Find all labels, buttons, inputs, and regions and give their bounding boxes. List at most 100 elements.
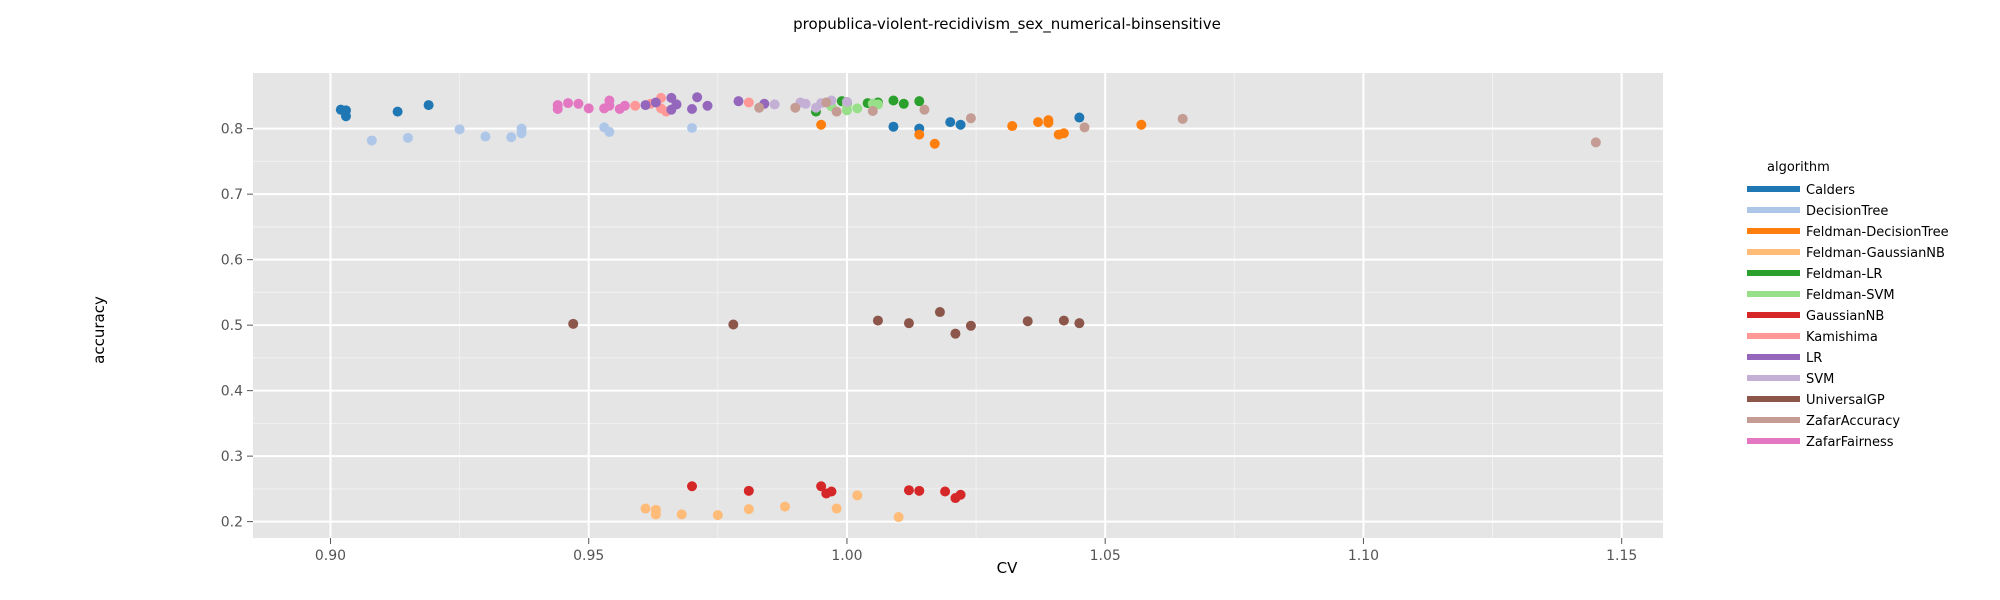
legend-label: Calders xyxy=(1806,183,1855,198)
x-axis-title: CV xyxy=(997,559,1018,577)
data-point xyxy=(841,96,852,107)
data-point xyxy=(692,92,703,103)
data-point xyxy=(733,96,744,107)
legend-swatch xyxy=(1747,228,1800,234)
data-point xyxy=(955,489,966,500)
legend-swatch xyxy=(1747,333,1800,339)
data-point xyxy=(671,99,682,110)
data-point xyxy=(743,485,754,496)
legend-swatch xyxy=(1747,354,1800,360)
data-point xyxy=(940,486,951,497)
legend-label: ZafarAccuracy xyxy=(1806,414,1900,429)
legend-swatch xyxy=(1747,270,1800,276)
data-point xyxy=(919,104,930,115)
y-tick-label: 0.4 xyxy=(221,384,243,400)
plot-background xyxy=(253,73,1663,538)
data-point xyxy=(392,106,403,117)
y-tick-label: 0.7 xyxy=(221,187,243,203)
data-point xyxy=(676,509,687,520)
data-point xyxy=(867,105,878,116)
data-point xyxy=(687,481,698,492)
legend-swatch xyxy=(1747,438,1800,444)
legend-label: GaussianNB xyxy=(1806,309,1884,324)
data-point xyxy=(965,113,976,124)
data-point xyxy=(640,100,651,111)
legend-label: Feldman-LR xyxy=(1806,267,1882,282)
data-point xyxy=(955,119,966,130)
data-point xyxy=(516,123,527,134)
data-point xyxy=(702,100,713,111)
data-point xyxy=(831,503,842,514)
data-point xyxy=(903,318,914,329)
y-axis-title: accuracy xyxy=(90,296,108,364)
data-point xyxy=(454,124,465,135)
data-point xyxy=(480,131,491,142)
data-point xyxy=(640,503,651,514)
data-point xyxy=(1079,122,1090,133)
data-point xyxy=(552,100,563,111)
data-point xyxy=(630,100,641,111)
x-tick-label: 0.90 xyxy=(315,548,346,564)
legend-label: ZafarFairness xyxy=(1806,435,1894,450)
legend-swatch xyxy=(1747,186,1800,192)
data-point xyxy=(852,490,863,501)
data-point xyxy=(340,111,351,122)
data-point xyxy=(914,485,925,496)
data-point xyxy=(687,123,698,134)
x-axis-ticks: 0.90 0.95 1.00 1.05 1.10 1.15 xyxy=(315,538,1637,564)
legend: algorithm Calders DecisionTree Feldman-Dec… xyxy=(1747,160,1949,450)
data-point xyxy=(945,117,956,128)
legend-label: Feldman-GaussianNB xyxy=(1806,246,1945,261)
x-tick-label: 0.95 xyxy=(573,548,604,564)
data-point xyxy=(1058,315,1069,326)
data-point xyxy=(650,97,661,108)
major-gridlines xyxy=(253,73,1663,538)
legend-swatch xyxy=(1747,249,1800,255)
data-point xyxy=(743,504,754,515)
data-point xyxy=(831,106,842,117)
data-point xyxy=(650,504,661,515)
legend-label: UniversalGP xyxy=(1806,393,1885,408)
legend-label: Feldman-DecisionTree xyxy=(1806,225,1949,240)
x-tick-label: 1.10 xyxy=(1348,548,1379,564)
data-point xyxy=(506,132,517,143)
data-point xyxy=(402,132,413,143)
legend-label: DecisionTree xyxy=(1806,204,1888,219)
x-tick-label: 1.00 xyxy=(831,548,862,564)
data-point xyxy=(914,96,925,107)
y-tick-label: 0.5 xyxy=(221,318,243,334)
data-point xyxy=(754,102,765,113)
legend-label: LR xyxy=(1806,351,1822,366)
data-point xyxy=(1177,113,1188,124)
y-tick-label: 0.3 xyxy=(221,449,243,465)
data-point xyxy=(563,98,574,109)
data-point xyxy=(769,99,780,110)
legend-swatch xyxy=(1747,375,1800,381)
data-point xyxy=(619,100,630,111)
y-axis-ticks: 0.2 0.3 0.4 0.5 0.6 0.7 0.8 xyxy=(221,122,253,531)
data-point xyxy=(790,102,801,113)
data-point xyxy=(687,104,698,115)
data-point xyxy=(893,512,904,523)
data-point xyxy=(872,315,883,326)
data-point xyxy=(826,486,837,497)
x-tick-label: 1.05 xyxy=(1090,548,1121,564)
x-tick-label: 1.15 xyxy=(1606,548,1637,564)
y-tick-label: 0.2 xyxy=(221,515,243,531)
data-point xyxy=(852,103,863,114)
data-points xyxy=(335,92,1601,523)
data-point xyxy=(712,510,723,521)
data-point xyxy=(841,105,852,116)
data-point xyxy=(1136,119,1147,130)
y-tick-label: 0.8 xyxy=(221,122,243,138)
data-point xyxy=(816,119,827,130)
data-point xyxy=(1007,121,1018,132)
data-point xyxy=(568,318,579,329)
data-point xyxy=(1022,316,1033,327)
data-point xyxy=(821,97,832,108)
legend-swatch xyxy=(1747,291,1800,297)
data-point xyxy=(366,135,377,146)
data-point xyxy=(604,126,615,137)
data-point xyxy=(1043,117,1054,128)
